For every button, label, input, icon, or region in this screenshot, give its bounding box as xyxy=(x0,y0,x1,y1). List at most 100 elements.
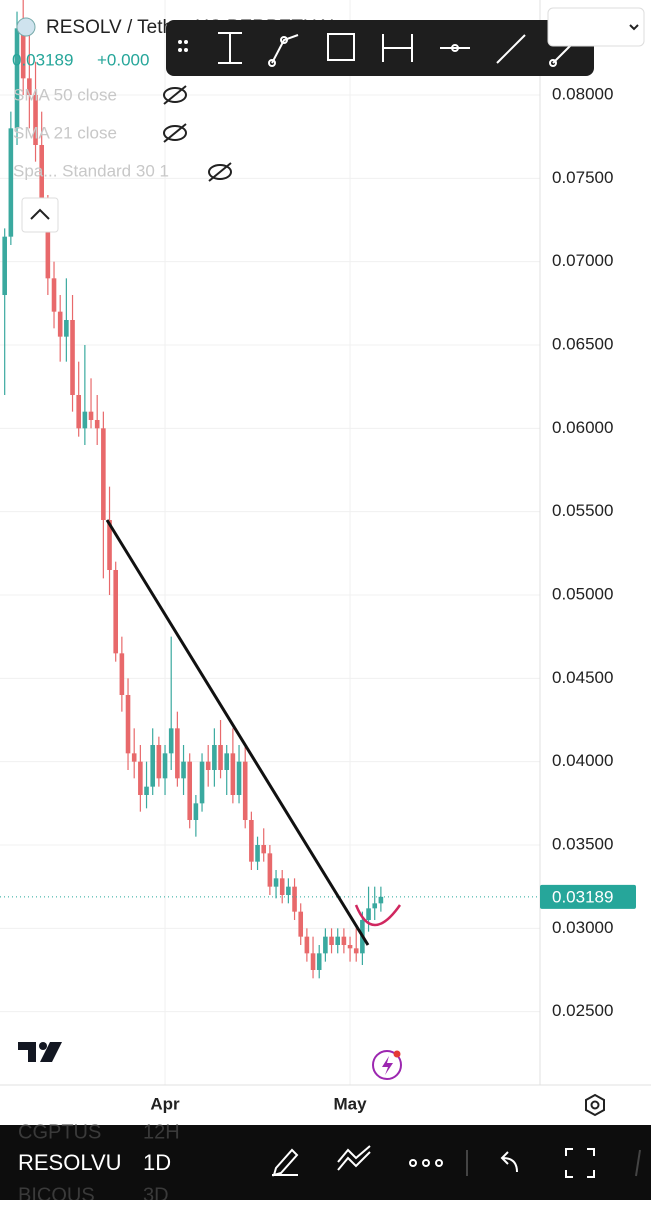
interval-option[interactable]: 3D xyxy=(143,1184,169,1205)
candle-body xyxy=(323,936,328,954)
candle-body xyxy=(230,753,236,795)
indicator[interactable]: SMA 21 close xyxy=(13,123,117,142)
candle-body xyxy=(181,761,186,779)
candle-body xyxy=(366,908,371,920)
y-tick-label: 0.07500 xyxy=(552,168,613,187)
trend-line xyxy=(105,519,370,946)
candle-body xyxy=(199,761,205,804)
candle-body xyxy=(175,728,180,779)
candle-body xyxy=(329,936,334,945)
y-tick-label: 0.07000 xyxy=(552,251,613,270)
candle-body xyxy=(27,78,32,95)
candle-body xyxy=(224,753,230,770)
bottom-bar xyxy=(0,1125,651,1200)
candle-body xyxy=(205,761,211,770)
y-tick-label: 0.03000 xyxy=(552,918,613,937)
candle-body xyxy=(51,278,57,312)
x-tick-label: May xyxy=(334,1094,368,1113)
candle-body xyxy=(64,320,69,337)
tv-logo xyxy=(18,1042,62,1062)
y-tick-label: 0.06500 xyxy=(552,334,613,353)
y-tick-label: 0.03500 xyxy=(552,834,613,853)
candle-body xyxy=(353,948,359,954)
candle-body xyxy=(138,761,143,795)
candle-body xyxy=(279,878,285,895)
candle-body xyxy=(113,570,118,654)
bottom-icons[interactable] xyxy=(272,1145,641,1178)
last-price-label: 0.03189 xyxy=(552,887,613,906)
y-tick-label: 0.06000 xyxy=(552,418,613,437)
candle-body xyxy=(156,745,162,779)
candle-body xyxy=(335,936,341,945)
candle-body xyxy=(82,411,88,429)
candle-body xyxy=(218,745,223,770)
candle-body xyxy=(39,145,44,212)
candle-body xyxy=(286,886,291,895)
candles xyxy=(0,0,540,979)
symbol-option[interactable]: BICOUS xyxy=(18,1184,95,1205)
candle-body xyxy=(57,311,63,337)
candle-body xyxy=(94,420,100,429)
candle-body xyxy=(249,820,254,862)
candle-body xyxy=(76,395,81,429)
top-right-control[interactable] xyxy=(547,7,645,47)
candle-body xyxy=(2,236,7,295)
candle-body xyxy=(242,761,248,820)
candle-body xyxy=(292,886,297,912)
candle-body xyxy=(193,803,199,820)
candle-body xyxy=(150,745,155,787)
time-axis: Apr May xyxy=(150,1094,367,1113)
y-tick-label: 0.04500 xyxy=(552,668,613,687)
grid xyxy=(0,0,540,1085)
symbol-icon[interactable] xyxy=(16,17,36,37)
candle-body xyxy=(119,653,125,695)
candle-body xyxy=(316,953,322,970)
curve-drawing xyxy=(354,904,402,927)
candle-body xyxy=(212,745,217,770)
candle-body xyxy=(162,753,168,779)
interval-option[interactable]: 12H xyxy=(143,1121,180,1143)
candle-body xyxy=(33,95,38,145)
header-price: 0.03189 xyxy=(12,50,73,69)
candle-body xyxy=(267,853,273,887)
interval-selector[interactable]: 1D xyxy=(143,1150,171,1175)
candle-body xyxy=(88,411,94,420)
candle-body xyxy=(144,786,149,795)
price-axis: 0.02500 0.03000 0.03500 0.04000 0.04500 0.050… xyxy=(540,84,636,1020)
candle-body xyxy=(101,428,106,520)
candle-body xyxy=(187,761,193,820)
candle-body xyxy=(14,28,20,129)
candle-body xyxy=(107,520,112,570)
symbol-option[interactable]: CGPTUS xyxy=(18,1121,101,1143)
notification-dot xyxy=(393,1050,401,1058)
symbol-selector[interactable]: RESOLVU xyxy=(18,1150,122,1175)
settings-icon xyxy=(590,1100,600,1110)
y-tick-label: 0.05000 xyxy=(552,584,613,603)
indicator[interactable]: SMA 50 close xyxy=(13,85,117,104)
indicator[interactable]: Spa... Standard 30 1 xyxy=(13,161,169,180)
settings-icon[interactable] xyxy=(585,1093,605,1117)
candle-body xyxy=(372,903,378,909)
hide-icons[interactable] xyxy=(163,85,232,182)
toolbar-icons[interactable] xyxy=(178,31,585,67)
candle-body xyxy=(131,753,137,762)
candle-body xyxy=(261,845,267,854)
candle-body xyxy=(45,211,51,279)
y-tick-label: 0.02500 xyxy=(552,1001,613,1020)
candle-body xyxy=(8,128,14,237)
x-tick-label: Apr xyxy=(150,1094,180,1113)
y-tick-label: 0.08000 xyxy=(552,84,613,103)
ideas-icon xyxy=(382,1056,393,1075)
candle-body xyxy=(70,320,75,395)
chevron-icon xyxy=(629,24,639,31)
collapse-button[interactable] xyxy=(21,197,59,233)
chevron-icon xyxy=(30,208,50,220)
header-change: +0.000 xyxy=(97,50,149,69)
candle-body xyxy=(304,936,310,954)
y-tick-label: 0.04000 xyxy=(552,751,613,770)
candle-body xyxy=(125,695,131,754)
candle-body xyxy=(273,878,279,887)
tv-logo xyxy=(39,1042,47,1050)
